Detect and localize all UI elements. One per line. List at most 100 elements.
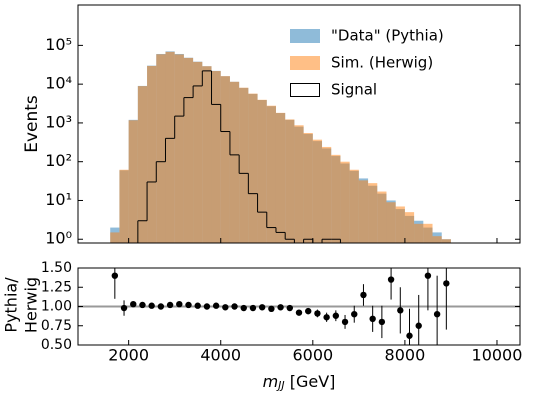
y-axis-label: Herwig <box>22 277 41 333</box>
histogram-bar <box>193 61 203 243</box>
data-point <box>231 303 238 310</box>
histogram-bar <box>165 51 175 243</box>
histogram-bar <box>147 65 157 243</box>
data-point <box>222 304 229 311</box>
x-tick-label: 10000 <box>472 346 523 365</box>
y-tick-label: 10⁴ <box>45 74 72 93</box>
y-axis-label: Pythia/ <box>2 277 21 333</box>
y-tick-label: 1.00 <box>41 299 72 315</box>
legend-swatch <box>290 56 320 70</box>
data-point <box>305 307 312 315</box>
histogram-bar <box>211 71 221 243</box>
histogram-bar <box>312 139 323 243</box>
data-point <box>369 315 376 323</box>
data-point <box>185 301 192 309</box>
histogram-bar <box>368 183 378 243</box>
data-point <box>139 301 146 309</box>
legend-label: "Data" (Pythia) <box>331 27 444 45</box>
histogram-bar <box>386 202 396 243</box>
x-tick-label: 2000 <box>108 346 149 365</box>
y-tick-label: 0.75 <box>41 318 72 334</box>
histogram-bar <box>137 86 148 243</box>
data-point <box>258 304 266 311</box>
data-point <box>351 311 358 318</box>
y-tick-label: 1.50 <box>41 260 72 276</box>
data-point <box>341 318 349 326</box>
histogram-bar <box>183 57 194 243</box>
histogram-bar <box>404 212 415 243</box>
histogram-bar <box>322 146 332 243</box>
data-point <box>203 303 211 310</box>
y-tick-label: 10¹ <box>45 190 72 209</box>
y-tick-label: 1.25 <box>41 279 72 295</box>
histogram-bar <box>229 81 240 243</box>
data-point <box>212 302 220 309</box>
histogram-bar <box>202 66 212 243</box>
data-point <box>166 301 174 309</box>
histogram-bar <box>275 112 286 243</box>
data-point <box>176 300 183 308</box>
x-label-unit: [GeV] <box>285 372 336 391</box>
y-tick-label: 10⁵ <box>45 35 72 54</box>
legend-swatch <box>290 29 320 43</box>
histogram-bar <box>128 120 138 243</box>
data-point <box>111 272 119 279</box>
data-point <box>360 291 367 299</box>
histogram-bar <box>239 87 249 243</box>
data-point <box>194 302 201 309</box>
histogram-bar <box>294 125 304 243</box>
plot-frame <box>77 4 521 244</box>
data-point <box>415 322 422 329</box>
data-point <box>424 272 432 279</box>
histogram-bar <box>423 223 433 243</box>
histogram-bar <box>377 191 387 243</box>
histogram-bar <box>303 132 313 243</box>
histogram-bar <box>220 76 230 244</box>
histogram-bar <box>110 232 120 243</box>
y-tick-label: 0.50 <box>41 337 72 353</box>
histogram-bar <box>340 161 350 243</box>
y-tick-label: 10⁰ <box>45 229 72 248</box>
legend-label: Signal <box>331 81 377 99</box>
data-point <box>406 332 413 339</box>
histogram-bar <box>257 99 267 243</box>
data-point <box>378 318 386 326</box>
histogram-bar <box>156 54 166 243</box>
points <box>111 268 450 345</box>
data-point <box>148 302 155 309</box>
histogram-bar <box>119 169 129 243</box>
histogram-bar <box>432 236 442 243</box>
histogram-bar <box>395 206 405 243</box>
histogram-bar <box>414 223 424 243</box>
data-point <box>249 304 257 312</box>
data-point <box>397 307 404 314</box>
data-point <box>268 305 275 313</box>
x-tick-label: 6000 <box>292 346 333 365</box>
y-tick-label: 10² <box>45 151 72 170</box>
data-point <box>130 300 137 308</box>
y-tick-label: 10³ <box>45 112 72 131</box>
data-point <box>314 310 321 317</box>
data-point <box>277 304 284 311</box>
data-point <box>286 304 293 312</box>
histogram-bar <box>174 54 184 243</box>
x-label-symbol: m <box>263 372 279 391</box>
x-label-subscript: JJ <box>276 379 285 392</box>
histogram-bar <box>349 169 359 243</box>
histogram-bar <box>285 119 295 243</box>
legend-swatch <box>290 83 320 97</box>
x-axis-label: mJJ [GeV] <box>263 372 336 393</box>
histogram-bar <box>248 93 258 243</box>
data-point <box>295 309 303 316</box>
legend-label: Sim. (Herwig) <box>331 54 433 72</box>
x-tick-label: 4000 <box>200 346 241 365</box>
data-point <box>120 304 128 312</box>
data-point <box>157 303 165 310</box>
data-point <box>433 311 441 318</box>
data-point <box>332 312 340 319</box>
data-point <box>387 276 395 283</box>
histogram-bar <box>266 105 276 244</box>
x-tick-label: 8000 <box>385 346 426 365</box>
